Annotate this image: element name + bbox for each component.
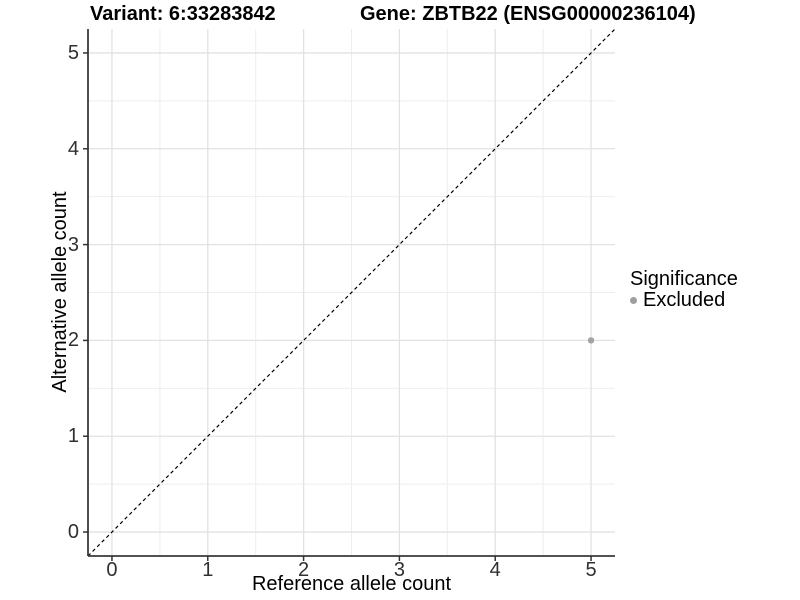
x-tick-label: 5 bbox=[585, 559, 597, 581]
x-tick-label: 1 bbox=[202, 559, 214, 581]
legend-entries: Excluded bbox=[630, 290, 738, 311]
y-tick-label: 5 bbox=[67, 41, 79, 64]
legend-key-dot-icon bbox=[630, 297, 637, 304]
x-tick-label: 3 bbox=[393, 559, 405, 581]
x-tick-label: 2 bbox=[298, 559, 310, 581]
legend-entry: Excluded bbox=[630, 290, 738, 311]
y-tick-label: 3 bbox=[67, 233, 79, 256]
variant-title: Variant: 6:33283842 bbox=[90, 3, 276, 25]
y-tick-label: 2 bbox=[67, 329, 79, 352]
x-tick-label: 4 bbox=[489, 559, 501, 581]
y-tick-label: 1 bbox=[67, 425, 79, 448]
legend: Significance Excluded bbox=[630, 268, 738, 311]
x-tick-label: 0 bbox=[106, 559, 118, 581]
data-point bbox=[587, 337, 595, 344]
legend-entry-label: Excluded bbox=[643, 289, 726, 311]
legend-title: Significance bbox=[630, 268, 738, 290]
y-tick-label: 4 bbox=[67, 137, 79, 160]
y-axis-title: Alternative allele count bbox=[49, 191, 71, 393]
x-axis-title: Reference allele count bbox=[251, 573, 451, 595]
y-tick-label: 0 bbox=[67, 521, 79, 544]
identity-reference-line bbox=[87, 28, 616, 557]
gene-title: Gene: ZBTB22 (ENSG00000236104) bbox=[360, 3, 696, 25]
